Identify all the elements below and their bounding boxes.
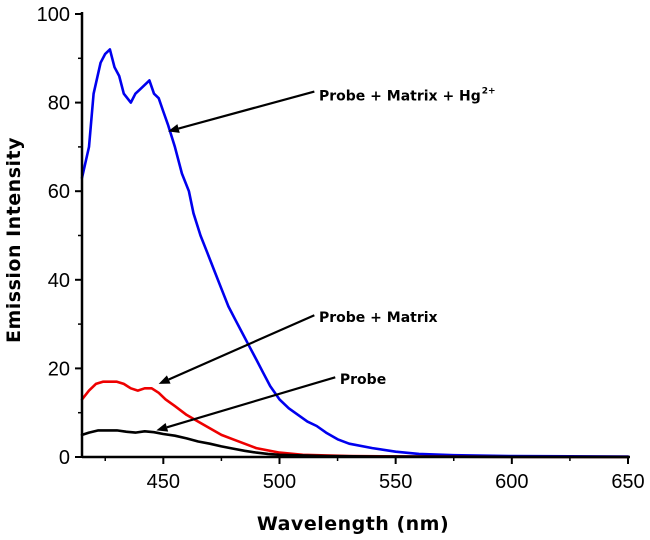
x-tick-label: 500 xyxy=(263,471,296,493)
series-line-1 xyxy=(80,380,630,459)
annotation-arrow-2 xyxy=(166,376,336,429)
y-tick-label: 100 xyxy=(37,4,70,26)
annotation-superscript: 2+ xyxy=(482,86,496,96)
ticks: 450 500 550 600 650 0 20 40 60 80 100 xyxy=(37,4,645,493)
series-line-2 xyxy=(80,429,630,459)
y-tick-label: 60 xyxy=(48,181,70,203)
x-axis-title: Wavelength (nm) xyxy=(257,513,449,535)
annotation-arrowhead-0 xyxy=(167,124,180,133)
annotation-arrowhead-1 xyxy=(158,375,171,384)
y-tick-label: 40 xyxy=(48,270,70,292)
y-tick-label: 80 xyxy=(48,93,70,115)
y-tick-label: 0 xyxy=(59,447,70,469)
y-axis-title: Emission Intensity xyxy=(3,137,25,343)
series-lines xyxy=(80,48,630,459)
annotation-arrowhead-2 xyxy=(156,422,169,432)
x-tick-label: 650 xyxy=(611,471,644,493)
axes xyxy=(80,12,630,459)
x-tick-label: 550 xyxy=(379,471,412,493)
annotation-label-2: Probe xyxy=(340,372,386,388)
annotations: Probe + Matrix + Hg2+ Probe + Matrix Probe xyxy=(156,86,496,432)
annotation-arrow-0 xyxy=(178,90,315,130)
x-tick-label: 600 xyxy=(495,471,528,493)
y-tick-label: 20 xyxy=(48,358,70,380)
annotation-arrow-1 xyxy=(168,314,315,381)
series-line-0 xyxy=(80,48,630,458)
annotation-label-1: Probe + Matrix xyxy=(319,310,438,326)
x-tick-label: 450 xyxy=(147,471,180,493)
annotation-label-0: Probe + Matrix + Hg2+ xyxy=(319,86,496,104)
